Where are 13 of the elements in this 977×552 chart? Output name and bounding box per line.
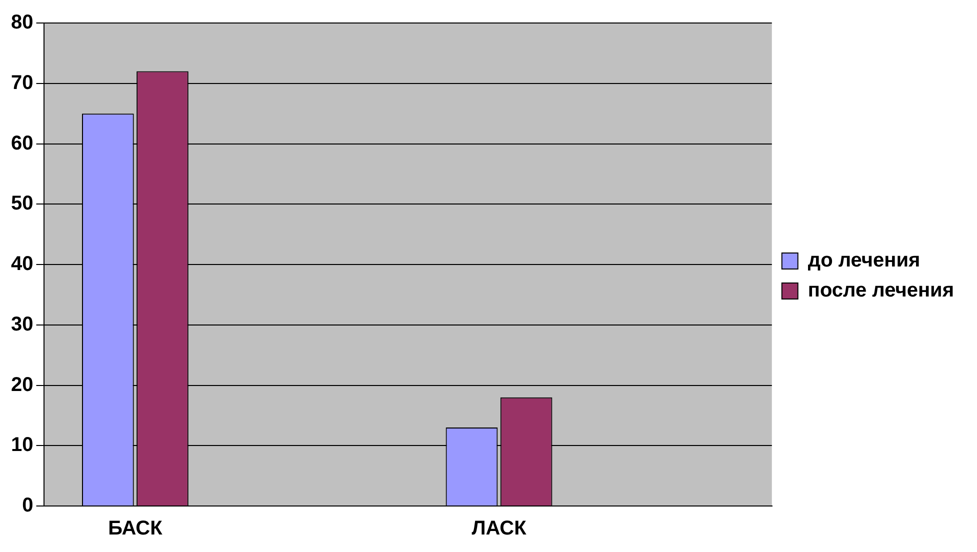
legend-label: до лечения (808, 250, 920, 272)
x-tick-label: БАСК (108, 518, 164, 540)
y-tick-label: 60 (10, 132, 34, 154)
y-tick-label: 30 (10, 313, 34, 336)
legend-label: после лечения (808, 280, 954, 302)
y-tick-label: 10 (10, 434, 34, 456)
y-tick-label: 80 (10, 12, 34, 34)
y-tick-label: 40 (10, 253, 34, 276)
x-tick-label: ЛАСК (472, 518, 528, 540)
y-tick-label: 50 (10, 192, 34, 215)
y-tick-label: 0 (22, 494, 34, 517)
y-tick-label: 70 (10, 72, 34, 94)
y-tick-label: 20 (10, 374, 34, 396)
